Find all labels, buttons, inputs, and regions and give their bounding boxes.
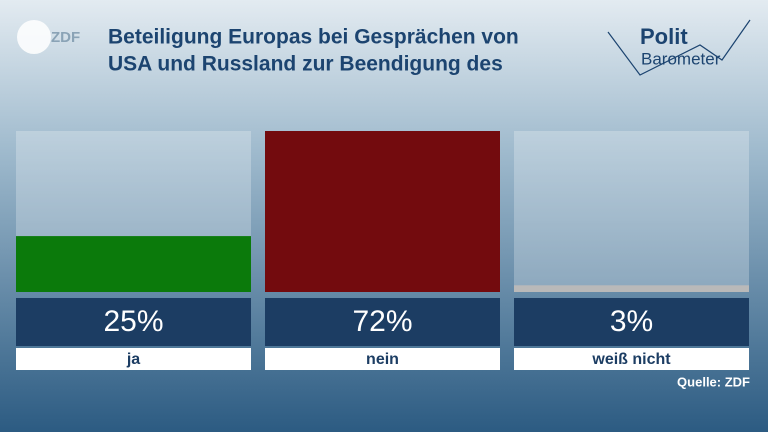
bar bbox=[16, 236, 251, 292]
category-label: nein bbox=[366, 351, 399, 368]
panel bbox=[514, 131, 749, 292]
value-label: 72% bbox=[352, 305, 412, 338]
category-box bbox=[514, 348, 749, 370]
category-box bbox=[16, 348, 251, 370]
bar bbox=[514, 285, 749, 292]
chart-title: Beteiligung Europas bei Gesprächen von bbox=[108, 26, 519, 49]
brand-line bbox=[607, 19, 751, 76]
logo: ZDF bbox=[51, 29, 80, 46]
value-label: 25% bbox=[103, 305, 163, 338]
value-label: 3% bbox=[610, 305, 653, 338]
value-box bbox=[265, 298, 500, 346]
brand: Polit bbox=[640, 24, 688, 49]
chart-title: USA und Russland zur Beendigung des bbox=[108, 53, 503, 76]
value-box bbox=[514, 298, 749, 346]
category-label: weiß nicht bbox=[591, 351, 671, 368]
category-label: ja bbox=[126, 351, 140, 368]
value-box bbox=[16, 298, 251, 346]
source: Quelle: ZDF bbox=[677, 374, 750, 389]
logo-circle bbox=[17, 20, 51, 54]
brand: Barometer bbox=[641, 49, 721, 68]
bar bbox=[265, 131, 500, 292]
category-box bbox=[265, 348, 500, 370]
